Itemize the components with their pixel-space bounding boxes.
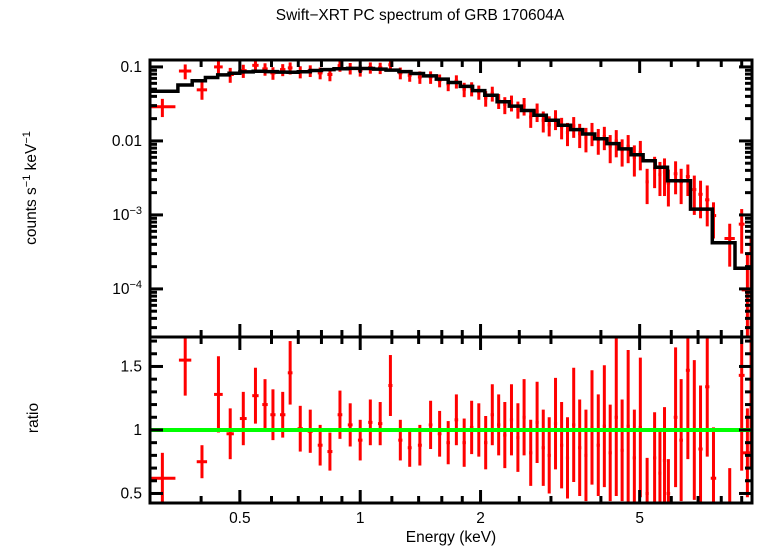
svg-text:10−4: 10−4 <box>112 279 142 298</box>
plot-title: Swift−XRT PC spectrum of GRB 170604A <box>275 7 565 24</box>
svg-text:0.5: 0.5 <box>120 485 142 502</box>
top-panel-data <box>150 60 752 337</box>
tick-labels: 0.1 0.01 10−3 10−4 0.5 1 1.5 0.5 1 2 5 <box>112 59 644 527</box>
model-line <box>150 66 752 337</box>
svg-text:5: 5 <box>635 510 644 527</box>
svg-text:0.5: 0.5 <box>229 510 251 527</box>
svg-text:2: 2 <box>476 510 485 527</box>
svg-text:0.1: 0.1 <box>120 59 142 76</box>
svg-text:1: 1 <box>356 510 365 527</box>
svg-text:10−3: 10−3 <box>112 205 142 224</box>
x-axis-label: Energy (keV) <box>405 529 497 546</box>
bottom-panel-data <box>150 337 752 503</box>
axes <box>148 58 754 505</box>
svg-text:1: 1 <box>133 422 142 439</box>
svg-text:0.01: 0.01 <box>112 133 142 150</box>
svg-text:1.5: 1.5 <box>120 358 142 375</box>
